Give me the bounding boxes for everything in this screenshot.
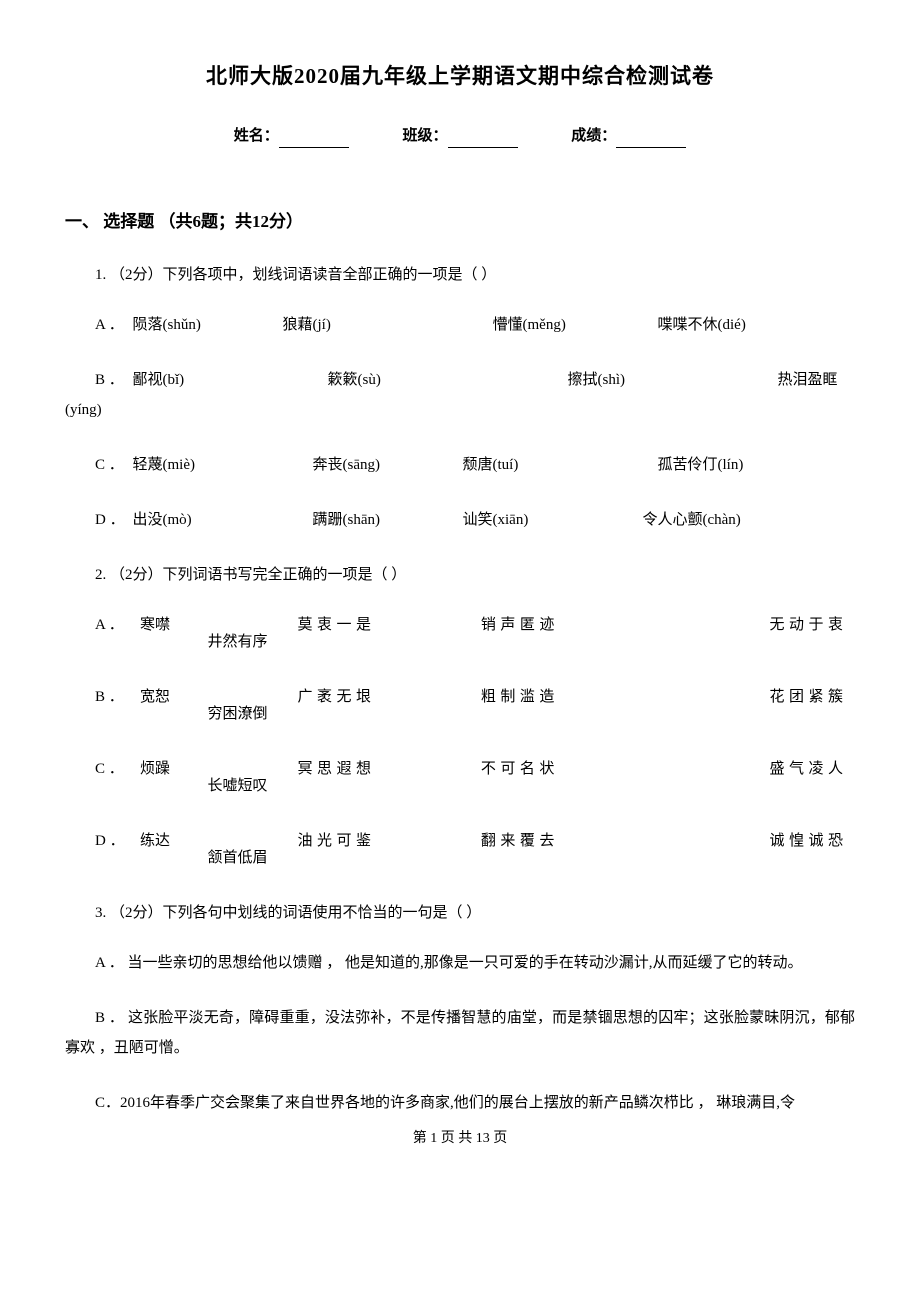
q2-d-c2: 油光可鉴 [298, 826, 481, 856]
q3-option-a: A ． 当一些亲切的思想给他以馈赠 ， 他是知道的,那像是一只可爱的手在转动沙漏… [65, 948, 855, 978]
q2-c-c2: 冥思遐想 [298, 754, 481, 784]
score-field: 成绩： [571, 124, 686, 148]
score-label: 成绩： [571, 128, 616, 144]
q1-d-label: D ． [95, 505, 133, 535]
q1-b-c1: 鄙视(bǐ) [133, 365, 328, 395]
q1-b-c2: 簌簌(sù) [328, 365, 568, 395]
name-label: 姓名： [234, 128, 279, 144]
q2-option-d: D ． 练达 油光可鉴 翻来覆去 诚惶诚恐 颔首低眉 [65, 826, 855, 873]
q1-b-c4: 热泪盈眶 [778, 365, 838, 395]
exam-title: 北师大版2020届九年级上学期语文期中综合检测试卷 [65, 60, 855, 94]
q2-option-b: B ． 宽恕 广袤无垠 粗制滥造 花团紧簇 穷困潦倒 [65, 682, 855, 729]
q2-stem: 2. （2分）下列词语书写完全正确的一项是（ ） [65, 560, 855, 590]
q1-b-c3: 擦拭(shì) [568, 365, 778, 395]
q1-d-c2: 蹒跚(shān) [313, 505, 463, 535]
section-1-header: 一、 选择题 （共6题；共12分） [65, 208, 855, 235]
name-blank [279, 132, 349, 148]
q1-a-c4: 喋喋不休(dié) [658, 310, 746, 340]
q1-a-c3: 懵懂(měng) [493, 310, 658, 340]
q3-stem: 3. （2分）下列各句中划线的词语使用不恰当的一句是（ ） [65, 898, 855, 928]
score-blank [616, 132, 686, 148]
class-blank [448, 132, 518, 148]
q2-b-c2: 广袤无垠 [298, 682, 481, 712]
q2-d-c3: 翻来覆去 [481, 826, 664, 856]
q1-c-c4: 孤苦伶仃(lín) [658, 450, 744, 480]
q1-d-c3: 讪笑(xiān) [463, 505, 643, 535]
q1-c-c1: 轻蔑(miè) [133, 450, 313, 480]
name-field: 姓名： [234, 124, 349, 148]
q1-b-label: B ． [95, 365, 133, 395]
q1-option-c: C ． 轻蔑(miè) 奔丧(sāng) 颓唐(tuí) 孤苦伶仃(lín) [65, 450, 855, 480]
page-footer: 第 1 页 共 13 页 [65, 1128, 855, 1150]
q1-option-a: A ． 陨落(shǔn) 狼藉(jí) 懵懂(měng) 喋喋不休(dié) [65, 310, 855, 340]
q1-a-c2: 狼藉(jí) [283, 310, 493, 340]
q2-c-label: C ． [95, 754, 140, 784]
q2-c-c3: 不可名状 [481, 754, 664, 784]
q1-option-b: B ． 鄙视(bǐ) 簌簌(sù) 擦拭(shì) 热泪盈眶 (yíng) [65, 365, 855, 425]
q1-c-label: C ． [95, 450, 133, 480]
q1-a-label: A ． [95, 310, 133, 340]
q2-c-c4: 盛气凌人 [664, 754, 855, 784]
q1-a-c1: 陨落(shǔn) [133, 310, 283, 340]
q3-option-b: B ． 这张脸平淡无奇，障碍重重，没法弥补，不是传播智慧的庙堂，而是禁锢思想的囚… [65, 1003, 855, 1063]
q2-option-c: C ． 烦躁 冥思遐想 不可名状 盛气凌人 长嘘短叹 [65, 754, 855, 801]
q2-b-c3: 粗制滥造 [481, 682, 664, 712]
q1-b-c5: (yíng) [65, 395, 855, 425]
q1-c-c3: 颓唐(tuí) [463, 450, 658, 480]
q3-b-text: B ． 这张脸平淡无奇，障碍重重，没法弥补，不是传播智慧的庙堂，而是禁锢思想的囚… [65, 1010, 855, 1056]
q2-b-label: B ． [95, 682, 140, 712]
meta-row: 姓名： 班级： 成绩： [65, 124, 855, 148]
class-label: 班级： [402, 128, 447, 144]
q2-a-label: A ． [95, 610, 140, 640]
q2-b-c4: 花团紧簇 [664, 682, 855, 712]
q1-stem: 1. （2分）下列各项中，划线词语读音全部正确的一项是（ ） [65, 260, 855, 290]
q1-d-c1: 出没(mò) [133, 505, 313, 535]
q3-option-c: C．2016年春季广交会聚集了来自世界各地的许多商家,他们的展台上摆放的新产品鳞… [65, 1088, 855, 1118]
q2-a-c4: 无动于衷 [664, 610, 855, 640]
q2-option-a: A ． 寒噤 莫衷一是 销声匿迹 无动于衷 井然有序 [65, 610, 855, 657]
q2-d-c4: 诚惶诚恐 [664, 826, 855, 856]
q1-option-d: D ． 出没(mò) 蹒跚(shān) 讪笑(xiān) 令人心颤(chàn) [65, 505, 855, 535]
q2-a-c3: 销声匿迹 [481, 610, 664, 640]
class-field: 班级： [402, 124, 517, 148]
q1-c-c2: 奔丧(sāng) [313, 450, 463, 480]
q2-d-label: D ． [95, 826, 140, 856]
q2-a-c2: 莫衷一是 [298, 610, 481, 640]
q1-d-c4: 令人心颤(chàn) [643, 505, 741, 535]
